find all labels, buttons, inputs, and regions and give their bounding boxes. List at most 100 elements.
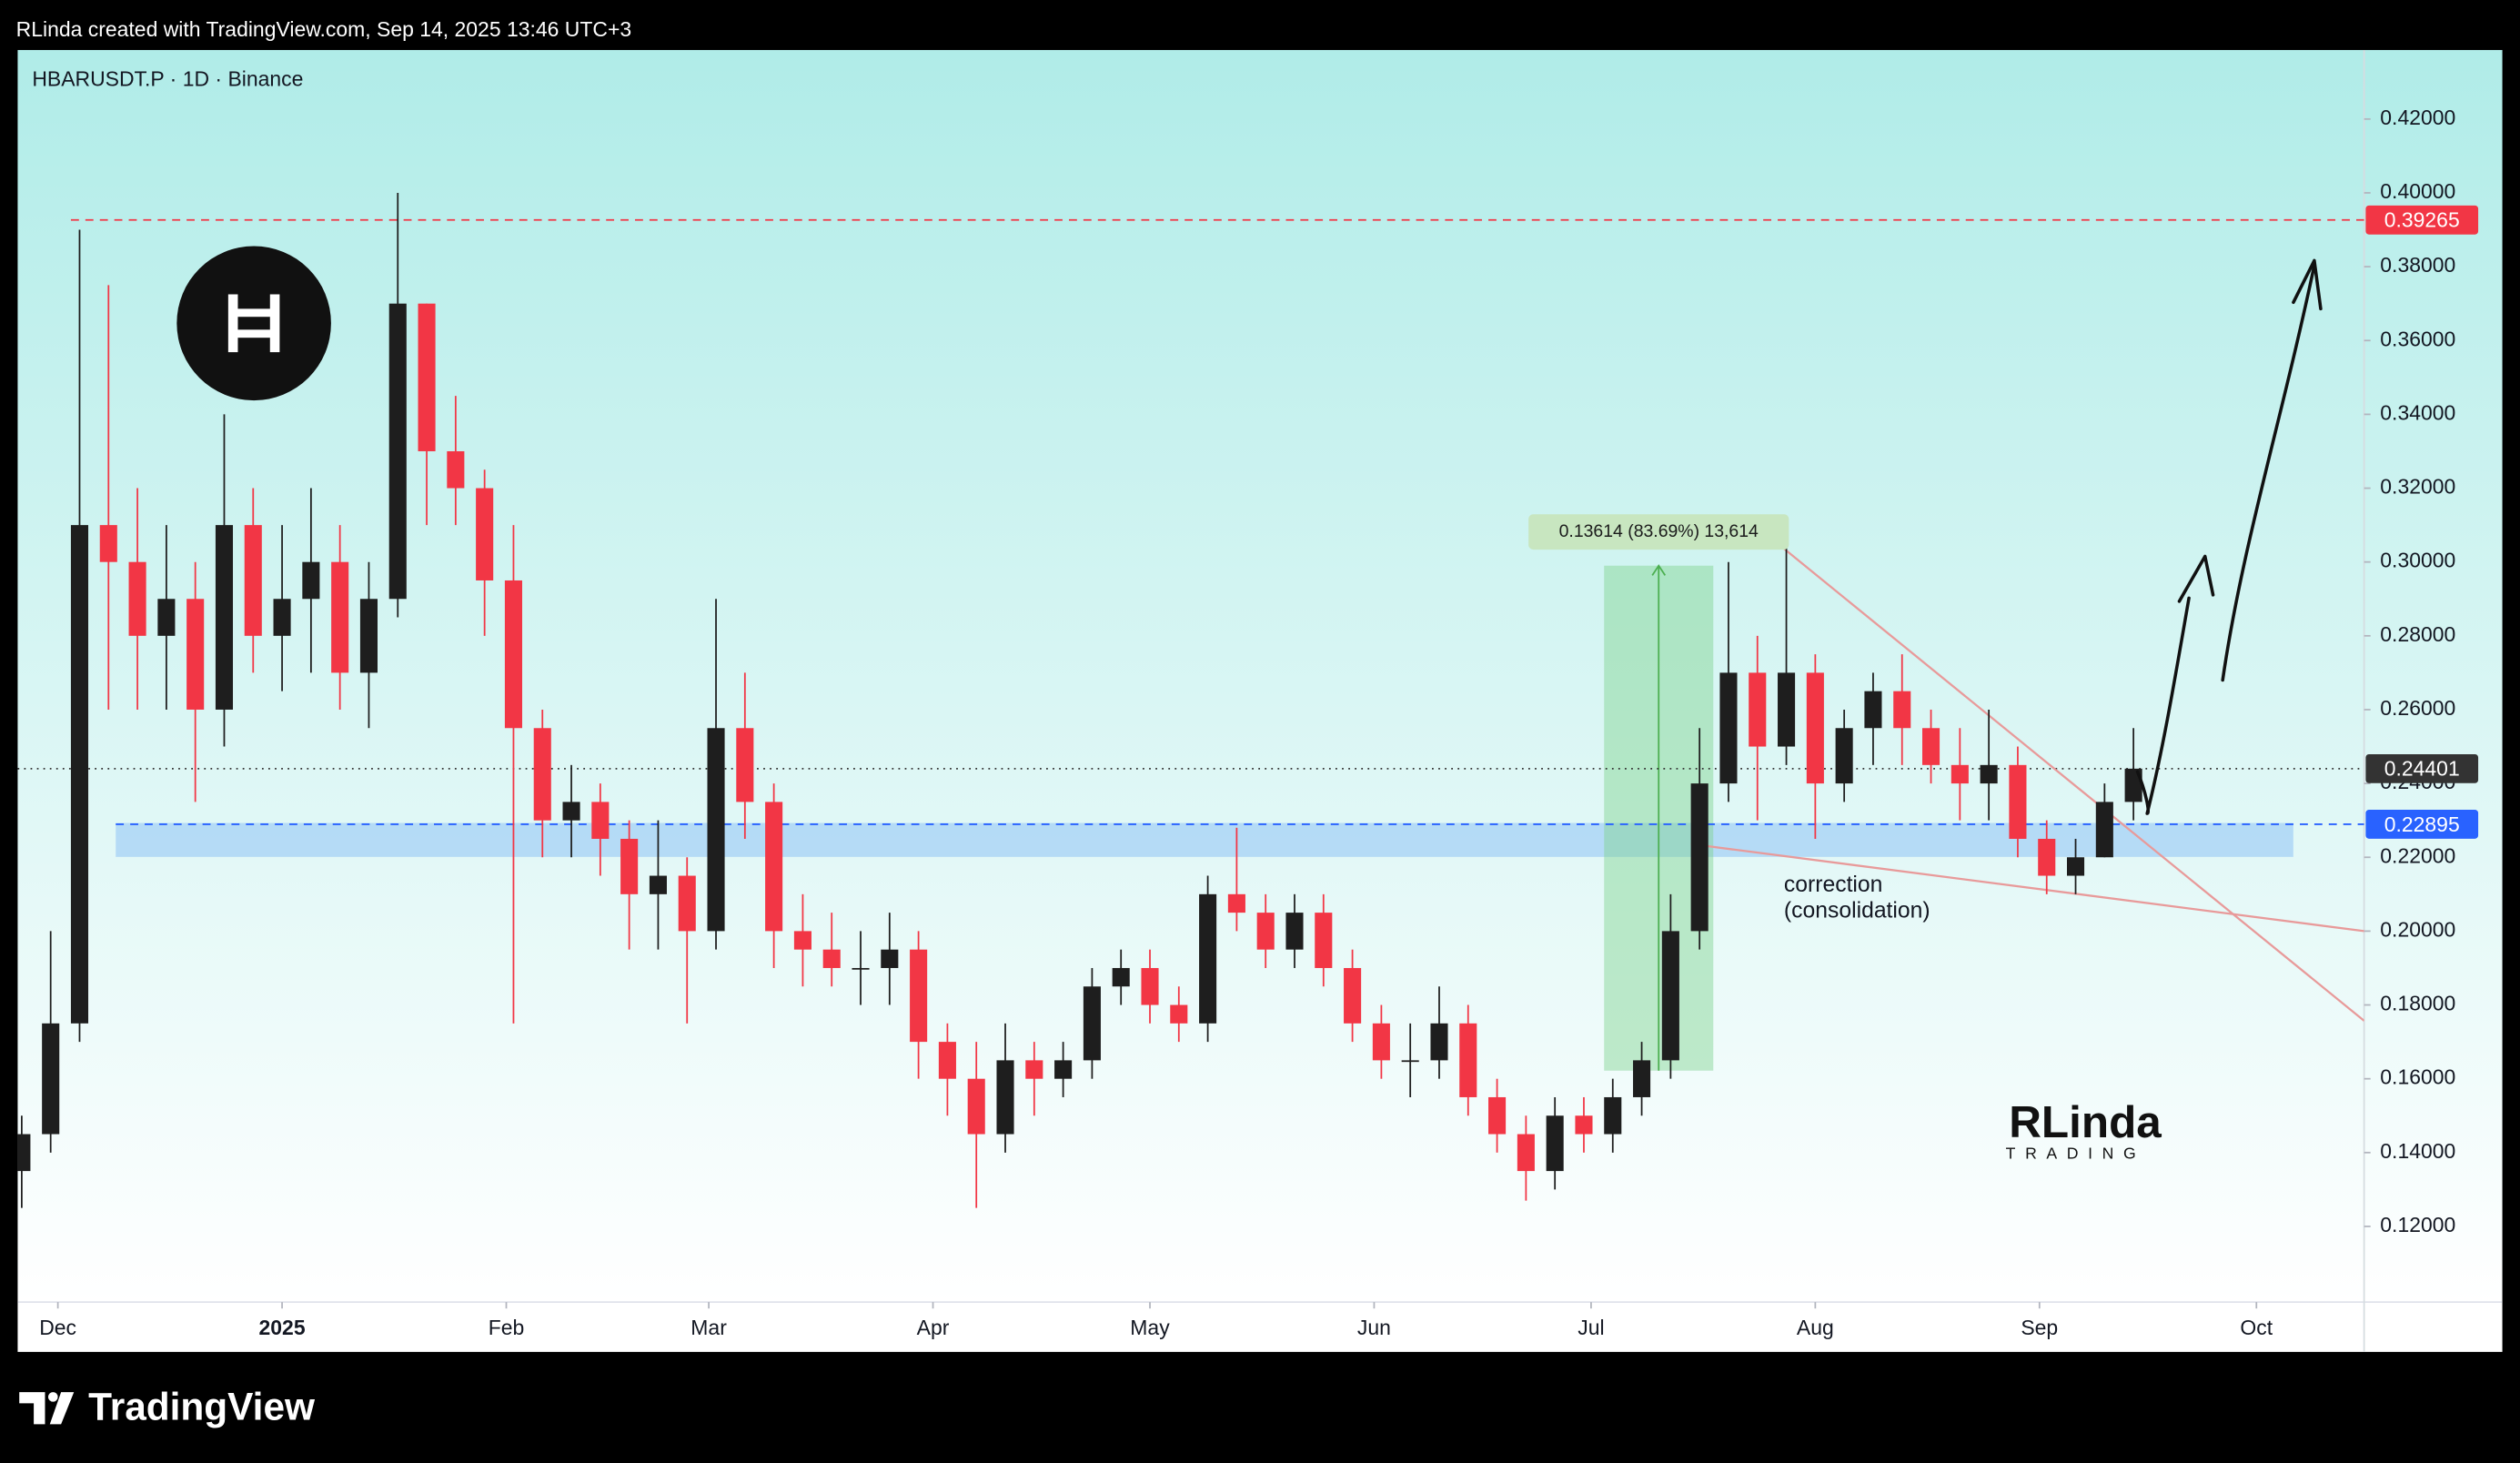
support-zone bbox=[116, 822, 2293, 857]
candle-body bbox=[793, 931, 811, 950]
x-tick-label: Aug bbox=[1797, 1316, 1834, 1339]
candle-body bbox=[1835, 728, 1853, 784]
candle-body bbox=[1778, 672, 1796, 747]
trendline bbox=[1777, 542, 2364, 1022]
candle-body bbox=[1719, 672, 1738, 784]
candle-body bbox=[1459, 1023, 1477, 1097]
candle-body bbox=[881, 949, 899, 968]
candle-body bbox=[128, 561, 146, 636]
x-tick-label: May bbox=[1130, 1316, 1170, 1339]
y-tick-label: 0.30000 bbox=[2380, 549, 2455, 572]
candle-body bbox=[157, 599, 176, 636]
candle-body bbox=[2124, 768, 2142, 802]
x-tick-label: Dec bbox=[39, 1316, 76, 1339]
candle-body bbox=[1372, 1023, 1390, 1061]
candle-body bbox=[1141, 967, 1159, 1005]
plot-layer bbox=[17, 192, 2364, 1208]
candle-body bbox=[1256, 913, 1275, 950]
annotation: (consolidation) bbox=[1784, 898, 1930, 923]
candle-body bbox=[302, 561, 320, 600]
candle-body bbox=[736, 728, 754, 802]
annotation: correction bbox=[1784, 873, 1883, 897]
watermark: RLinda bbox=[2009, 1097, 2162, 1147]
candle-body bbox=[476, 488, 494, 580]
candle-body bbox=[620, 838, 639, 894]
candle-body bbox=[1661, 931, 1679, 1061]
y-tick-label: 0.20000 bbox=[2380, 917, 2455, 941]
candle-body bbox=[533, 728, 551, 821]
y-tick-label: 0.42000 bbox=[2380, 106, 2455, 129]
measure-arrowhead bbox=[1651, 564, 1667, 576]
candle-body bbox=[273, 599, 291, 636]
candle-body bbox=[1112, 967, 1130, 987]
symbol-title: HBARUSDT.P · 1D · Binance bbox=[32, 67, 303, 91]
candle-body bbox=[678, 875, 696, 932]
price-label-box bbox=[2365, 205, 2479, 235]
candle-body bbox=[707, 728, 725, 932]
candle-body bbox=[1806, 672, 1824, 784]
candle-body bbox=[1690, 783, 1709, 932]
candle-body bbox=[2038, 838, 2056, 876]
candle-body bbox=[1546, 1115, 1564, 1172]
candle-body bbox=[1575, 1115, 1593, 1135]
x-tick-label: Mar bbox=[690, 1316, 727, 1339]
candle-body bbox=[822, 949, 841, 968]
price-label: 0.39265 bbox=[2384, 208, 2460, 232]
x-tick-label: Jul bbox=[1578, 1316, 1604, 1339]
candle-body bbox=[388, 303, 407, 600]
candle-body bbox=[1864, 691, 1882, 729]
candle-body bbox=[1749, 672, 1767, 747]
candle-body bbox=[1054, 1060, 1073, 1079]
candle-body bbox=[1285, 913, 1304, 950]
y-tick-label: 0.40000 bbox=[2380, 179, 2455, 203]
candle-body bbox=[852, 967, 870, 970]
y-tick-label: 0.26000 bbox=[2380, 696, 2455, 720]
x-tick-label: Sep bbox=[2021, 1316, 2058, 1339]
candle-body bbox=[1315, 913, 1333, 968]
candle-body bbox=[359, 599, 378, 673]
y-tick-label: 0.12000 bbox=[2380, 1213, 2455, 1236]
x-tick-label: 2025 bbox=[259, 1316, 306, 1339]
candle-body bbox=[1517, 1134, 1535, 1172]
y-tick-label: 0.28000 bbox=[2380, 622, 2455, 646]
candle-body bbox=[1950, 764, 1969, 784]
candle-body bbox=[1488, 1096, 1507, 1135]
time-axis-background bbox=[17, 1302, 2503, 1352]
y-tick-label: 0.34000 bbox=[2380, 400, 2455, 424]
candle-body bbox=[938, 1042, 956, 1079]
candle-body bbox=[1025, 1060, 1043, 1079]
measure-label: 0.13614 (83.69%) 13,614 bbox=[1559, 521, 1759, 541]
candle-body bbox=[1604, 1096, 1622, 1135]
hand-drawn-arrows bbox=[2135, 258, 2323, 815]
watermark: TRADING bbox=[2006, 1144, 2146, 1162]
candle-body bbox=[244, 525, 262, 636]
candle-body bbox=[1170, 1004, 1188, 1024]
y-tick-label: 0.38000 bbox=[2380, 253, 2455, 277]
candle-body bbox=[447, 450, 465, 489]
price-label-box bbox=[2365, 753, 2479, 783]
candle-body bbox=[17, 1134, 31, 1172]
candle-body bbox=[765, 802, 783, 932]
price-label-box bbox=[2365, 810, 2479, 839]
candle-body bbox=[910, 949, 928, 1043]
credit: RLinda created with TradingView.com, Sep… bbox=[16, 17, 631, 41]
axis-layer: 0.12000 0.14000 0.16000 0.18000 0.20000 0.220… bbox=[39, 106, 2479, 1339]
x-tick-label: Apr bbox=[917, 1316, 950, 1339]
candle-body bbox=[1227, 893, 1245, 913]
candle-body bbox=[967, 1078, 985, 1135]
candle-body bbox=[649, 875, 667, 894]
candle-body bbox=[1633, 1060, 1651, 1097]
candle-body bbox=[70, 525, 89, 1024]
x-tick-label: Feb bbox=[489, 1316, 525, 1339]
price-label: 0.22895 bbox=[2384, 812, 2460, 836]
candle-body bbox=[1344, 967, 1362, 1024]
x-tick-label: Oct bbox=[2240, 1316, 2273, 1339]
candle-body bbox=[591, 802, 610, 839]
y-tick-label: 0.18000 bbox=[2380, 992, 2455, 1015]
y-tick-label: 0.32000 bbox=[2380, 475, 2455, 499]
candle-body bbox=[331, 561, 349, 673]
y-tick-label: 0.22000 bbox=[2380, 843, 2455, 867]
candle-body bbox=[1430, 1023, 1448, 1061]
